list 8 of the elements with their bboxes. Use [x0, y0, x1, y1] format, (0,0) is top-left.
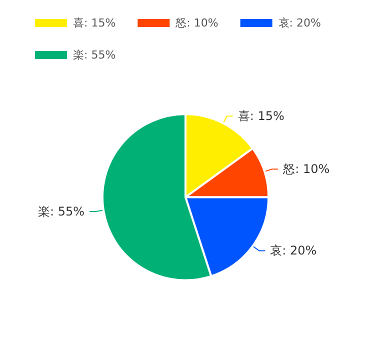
slice-label: 楽: 55% [38, 204, 85, 218]
slice-label: 怒: 10% [282, 162, 330, 176]
legend-label: 楽: 55% [73, 48, 116, 62]
legend-label: 哀: 20% [278, 16, 321, 30]
legend-label: 喜: 15% [73, 16, 116, 30]
slice-label: 哀: 20% [270, 244, 317, 258]
legend-label: 怒: 10% [174, 16, 218, 30]
slice-label: 喜: 15% [238, 109, 284, 124]
